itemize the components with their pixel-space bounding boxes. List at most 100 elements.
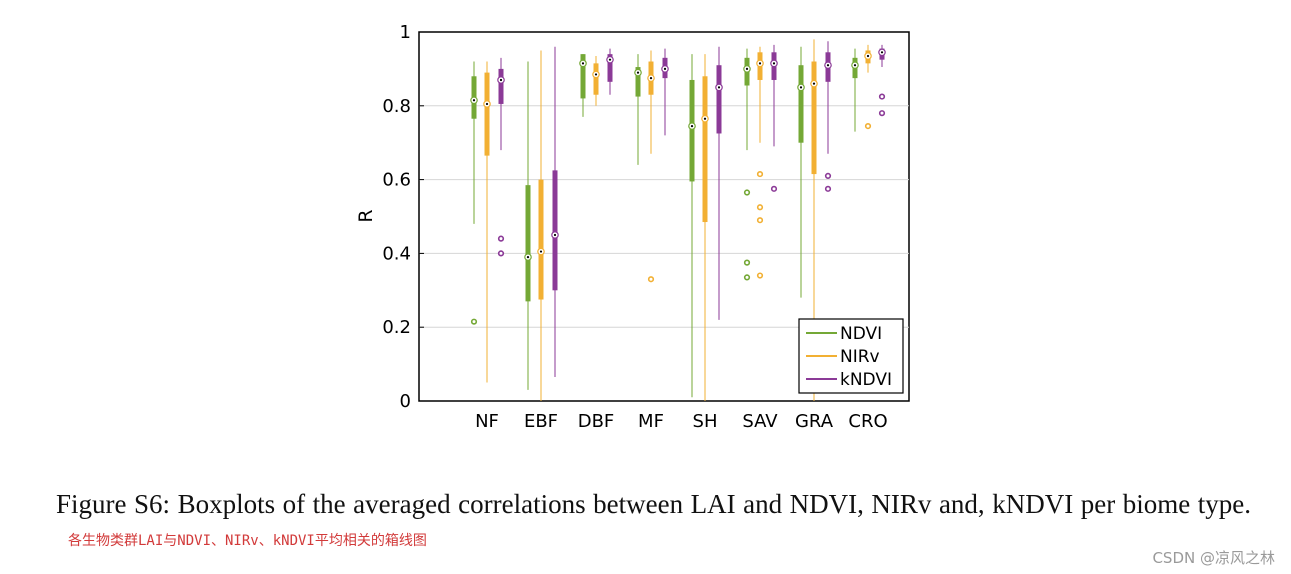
outlier-point xyxy=(824,185,832,192)
box-NIRv-SH xyxy=(701,54,709,401)
x-tick-label: MF xyxy=(638,411,664,432)
median-dot xyxy=(499,78,503,82)
box-iqr xyxy=(689,79,695,182)
box-kNDVI-NF xyxy=(497,57,505,257)
y-tick-label: 1 xyxy=(400,22,411,43)
outlier-point xyxy=(743,189,751,196)
median-dot xyxy=(826,64,830,67)
outlier-point xyxy=(497,250,505,257)
y-tick-label: 0.8 xyxy=(382,96,411,117)
outlier-point xyxy=(756,170,764,178)
median-dot xyxy=(472,99,476,102)
box-NIRv-MF xyxy=(647,50,655,283)
x-tick-label: DBF xyxy=(578,411,615,432)
x-tick-label: CRO xyxy=(848,411,887,432)
outlier-point xyxy=(756,204,764,211)
median-dot xyxy=(745,67,749,70)
x-axis-ticks: NF EBF DBF MF SH SAV GRA CRO xyxy=(475,411,888,432)
box-iqr xyxy=(498,68,504,104)
y-tick-label: 0.6 xyxy=(382,170,411,191)
box-NDVI-CRO xyxy=(851,48,859,132)
legend: NDVI NIRv kNDVI xyxy=(798,318,904,394)
outlier-point xyxy=(497,235,505,242)
y-tick-label: 0 xyxy=(400,391,411,412)
caption-chinese-note: 各生物类群LAI与NDVI、NIRv、kNDVI平均相关的箱线图 xyxy=(68,533,427,549)
y-axis-ticks: 0 0.2 0.4 0.6 0.8 1 xyxy=(382,22,424,412)
median-dot xyxy=(717,86,721,89)
box-kNDVI-SAV xyxy=(770,44,778,192)
box-iqr xyxy=(607,54,613,82)
box-kNDVI-MF xyxy=(661,48,669,136)
boxplot-chart: 0 0.2 0.4 0.6 0.8 1 NF EBF DBF MF SH SAV GRA CRO R N… xyxy=(355,22,910,432)
gridlines xyxy=(419,105,909,328)
median-dot xyxy=(866,54,870,58)
legend-label-kNDVI: kNDVI xyxy=(840,370,892,390)
box-iqr xyxy=(538,179,544,300)
outlier-point xyxy=(756,217,764,224)
box-NDVI-MF xyxy=(634,54,642,165)
median-dot xyxy=(758,62,762,65)
box-kNDVI-DBF xyxy=(606,48,614,95)
y-axis-label: R xyxy=(355,209,377,222)
box-NDVI-NF xyxy=(470,61,478,325)
median-dot xyxy=(608,58,612,61)
box-NIRv-EBF xyxy=(537,50,545,401)
box-layer xyxy=(470,39,886,401)
x-tick-label: SAV xyxy=(742,411,778,432)
box-iqr xyxy=(525,185,531,302)
outlier-point xyxy=(470,318,478,325)
median-dot xyxy=(690,124,694,128)
box-iqr xyxy=(580,54,586,99)
box-NIRv-DBF xyxy=(592,55,600,106)
box-NIRv-CRO xyxy=(864,44,872,130)
outlier-point xyxy=(743,274,751,281)
median-dot xyxy=(812,82,816,85)
figure-caption: Figure S6: Boxplots of the averaged corr… xyxy=(56,486,1251,559)
outlier-point xyxy=(647,276,655,283)
plot-frame xyxy=(418,31,910,402)
box-iqr xyxy=(811,61,817,175)
median-dot xyxy=(636,71,640,74)
median-dot xyxy=(663,67,667,70)
legend-label-NIRv: NIRv xyxy=(840,347,880,367)
box-NDVI-SH xyxy=(688,54,696,398)
median-dot xyxy=(594,73,598,76)
box-NDVI-GRA xyxy=(797,46,805,298)
box-NDVI-SAV xyxy=(743,48,751,281)
median-dot xyxy=(485,102,489,106)
x-tick-label: SH xyxy=(693,411,718,432)
watermark: CSDN @凉风之林 xyxy=(1152,549,1275,567)
median-dot xyxy=(649,77,653,80)
box-iqr xyxy=(635,67,641,97)
box-iqr xyxy=(484,72,490,156)
median-dot xyxy=(880,51,884,54)
caption-text: Figure S6: Boxplots of the averaged corr… xyxy=(56,489,1251,519)
box-iqr xyxy=(702,76,708,223)
box-NIRv-NF xyxy=(483,61,491,383)
median-dot xyxy=(799,86,803,89)
median-dot xyxy=(772,62,776,65)
outlier-point xyxy=(743,259,751,266)
box-kNDVI-CRO xyxy=(878,44,886,117)
box-kNDVI-EBF xyxy=(551,46,559,378)
box-iqr xyxy=(552,170,558,291)
box-kNDVI-SH xyxy=(715,46,723,320)
y-tick-label: 0.4 xyxy=(382,243,411,264)
median-dot xyxy=(581,62,585,65)
median-dot xyxy=(553,233,557,237)
x-tick-label: EBF xyxy=(524,411,558,432)
median-dot xyxy=(539,250,543,253)
box-NIRv-SAV xyxy=(756,46,764,279)
y-tick-label: 0.2 xyxy=(382,317,411,338)
outlier-point xyxy=(756,272,764,279)
outlier-point xyxy=(824,172,832,180)
box-NDVI-DBF xyxy=(579,54,587,117)
box-NDVI-EBF xyxy=(524,61,532,390)
x-tick-label: GRA xyxy=(795,411,834,432)
legend-label-NDVI: NDVI xyxy=(840,324,882,344)
box-kNDVI-GRA xyxy=(824,41,832,192)
median-dot xyxy=(703,117,707,120)
outlier-point xyxy=(770,185,778,192)
outlier-point xyxy=(878,93,886,100)
box-iqr xyxy=(798,65,804,143)
